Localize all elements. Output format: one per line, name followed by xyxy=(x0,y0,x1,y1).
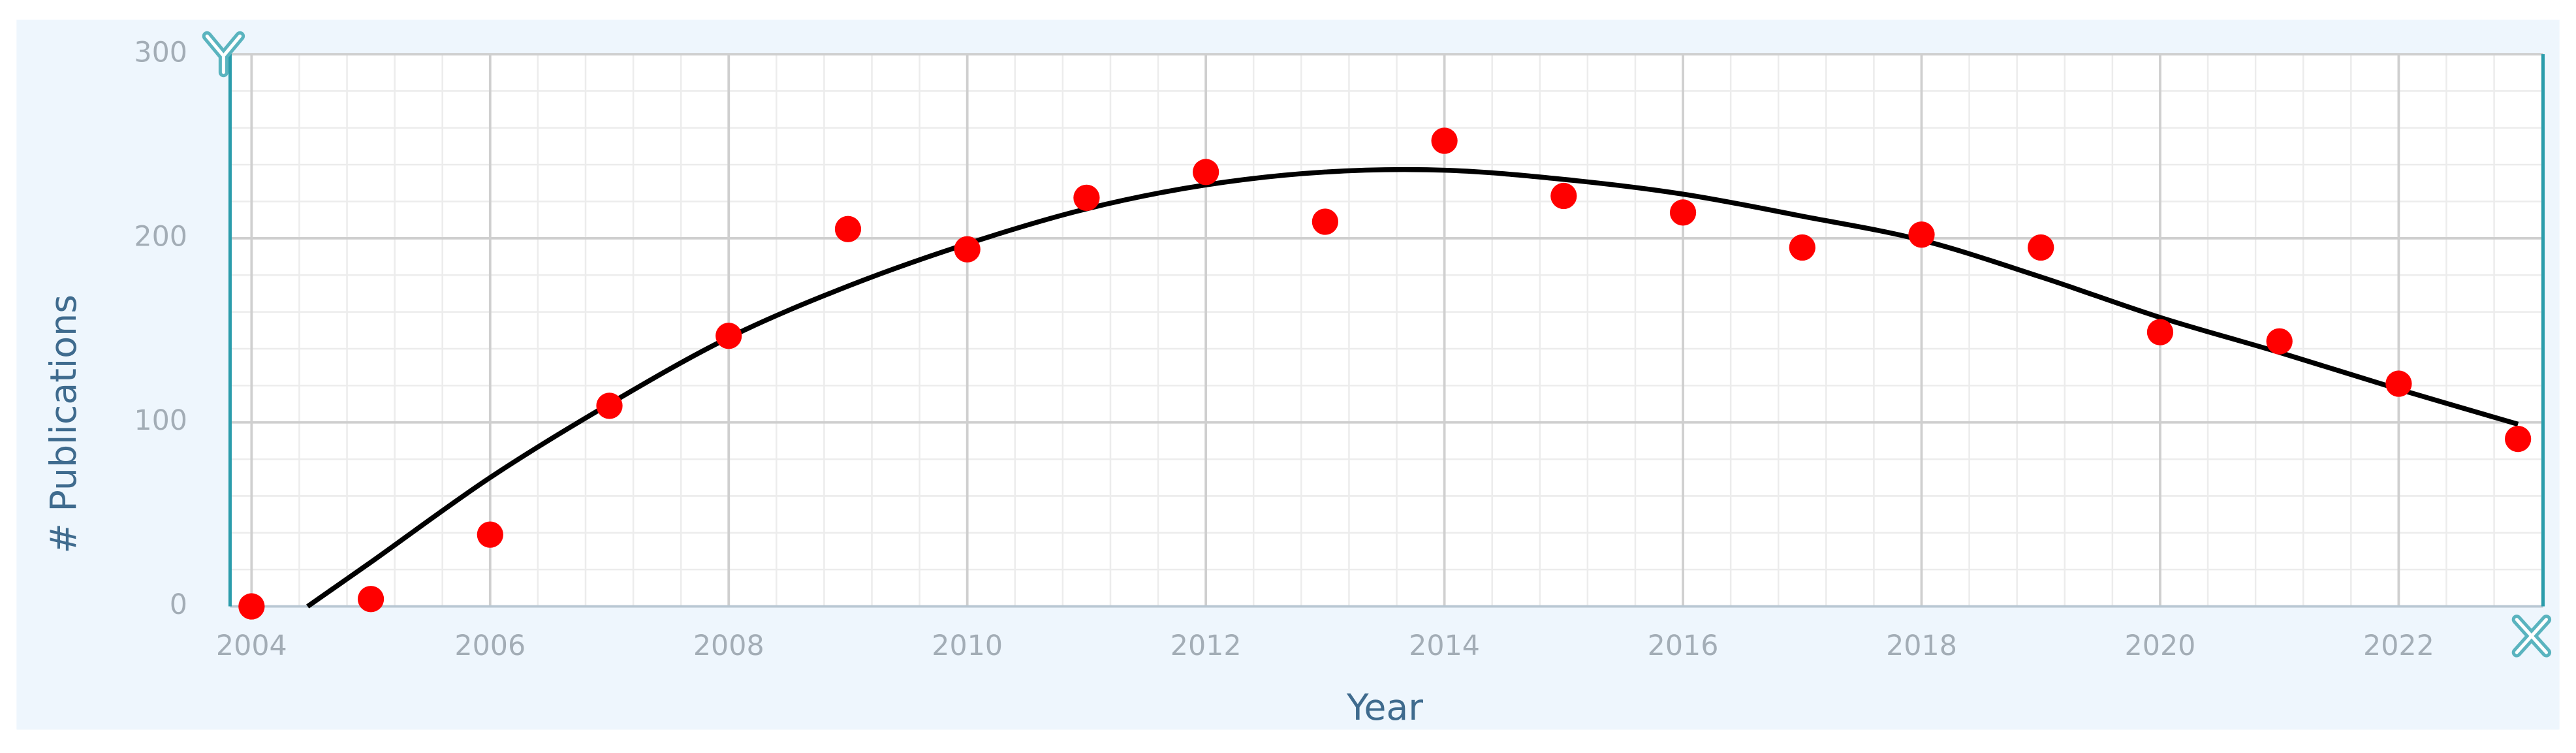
data-point xyxy=(1193,159,1219,185)
marks xyxy=(238,127,2532,620)
y-axis-icon xyxy=(202,31,245,78)
data-point xyxy=(1789,234,1815,261)
y-tick-label: 100 xyxy=(134,404,187,437)
y-tick-label: 0 xyxy=(170,588,187,621)
data-point xyxy=(357,586,385,613)
data-point xyxy=(1073,184,1100,212)
data-point xyxy=(1431,127,1458,154)
x-tick-label: 2008 xyxy=(693,630,764,662)
trend-line xyxy=(306,167,2519,609)
data-point xyxy=(1669,199,1697,226)
x-tick-label: 2010 xyxy=(932,630,1003,662)
data-point xyxy=(2028,234,2054,261)
data-point xyxy=(2505,425,2532,453)
data-point xyxy=(715,323,742,349)
grid xyxy=(230,53,2543,608)
x-tick-label: 2012 xyxy=(1170,630,1242,662)
data-point xyxy=(1550,182,1577,210)
data-point xyxy=(477,521,503,548)
x-tick-label: 2016 xyxy=(1648,630,1719,662)
data-point xyxy=(1312,208,1339,235)
data-point xyxy=(596,393,623,419)
data-point xyxy=(2146,319,2174,345)
x-tick-label: 2022 xyxy=(2363,630,2434,662)
data-point xyxy=(238,593,265,620)
x-axis-title: Year xyxy=(1346,687,1423,729)
x-tick-label: 2018 xyxy=(1886,630,1957,662)
y-tick-label: 300 xyxy=(134,37,187,69)
x-tick-label: 2006 xyxy=(454,630,526,662)
data-point xyxy=(954,236,981,263)
x-tick-label: 2004 xyxy=(216,630,287,662)
data-point xyxy=(2385,370,2412,397)
data-point xyxy=(2266,328,2293,355)
data-point xyxy=(834,216,862,242)
y-tick-label: 200 xyxy=(134,220,187,253)
x-axis-icon xyxy=(2511,615,2552,658)
x-tick-label: 2014 xyxy=(1409,630,1480,662)
data-point xyxy=(1908,221,1935,248)
y-axis-title: # Publications xyxy=(43,295,85,554)
x-tick-label: 2020 xyxy=(2125,630,2196,662)
